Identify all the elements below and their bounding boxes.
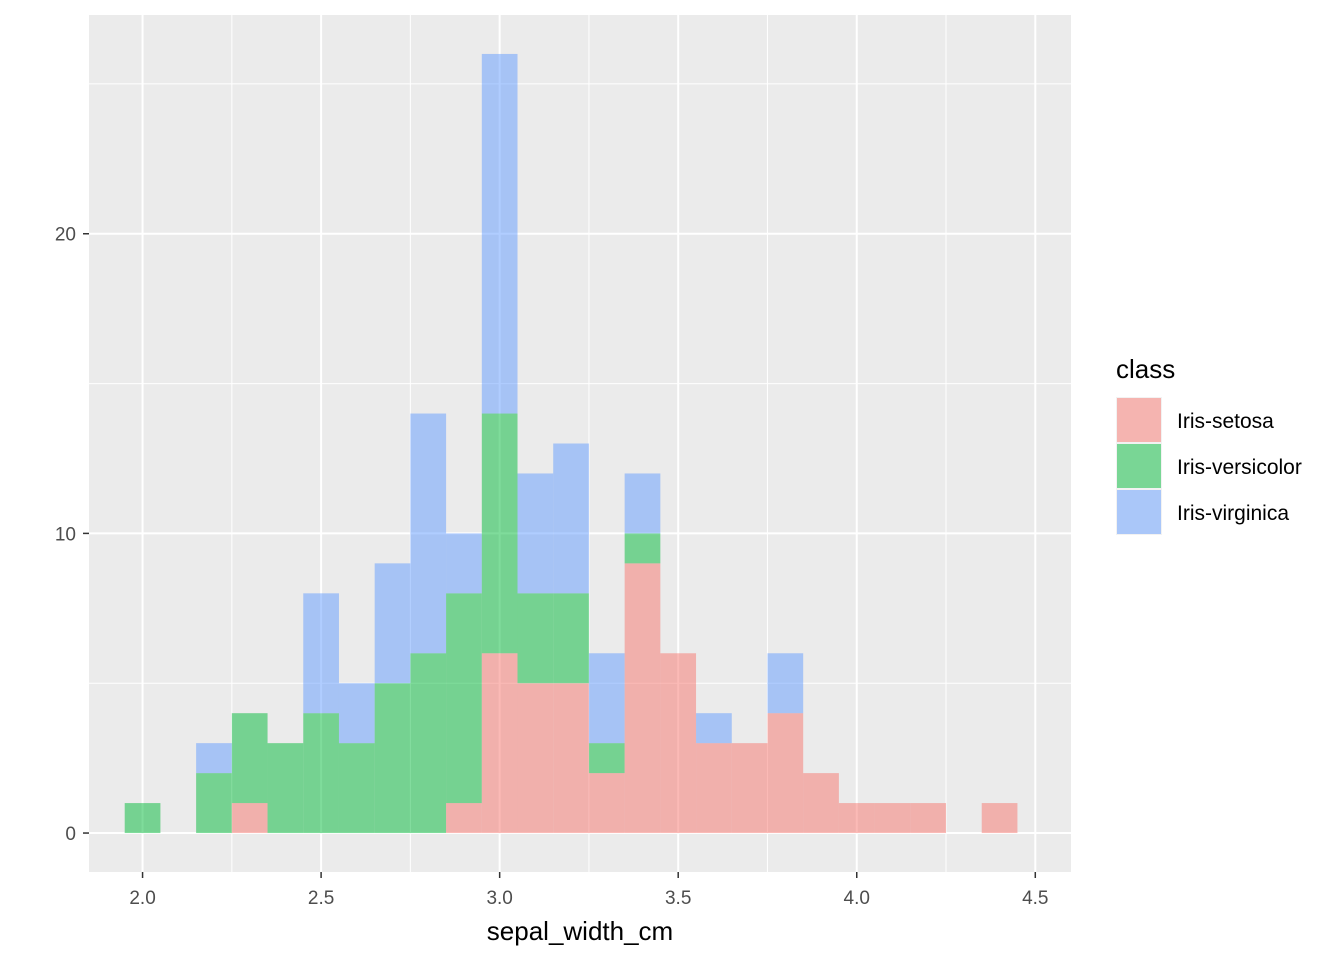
bar-iris-versicolor: [624, 533, 661, 564]
bar-iris-setosa: [517, 683, 554, 834]
bar-iris-setosa: [446, 803, 482, 834]
bar-iris-virginica: [696, 713, 732, 744]
bar-iris-versicolor: [196, 773, 232, 834]
bar-iris-virginica: [517, 473, 554, 594]
bar-iris-setosa: [588, 773, 625, 834]
legend-swatch: [1117, 444, 1161, 488]
x-tick-label: 4.5: [1022, 888, 1048, 909]
bar-iris-setosa: [874, 803, 911, 834]
bar-iris-setosa: [553, 683, 589, 834]
bar-iris-setosa: [624, 563, 661, 834]
legend-swatch: [1117, 398, 1161, 442]
legend-label: Iris-versicolor: [1177, 456, 1302, 479]
bar-iris-setosa: [803, 773, 839, 834]
bar-iris-setosa: [481, 653, 518, 834]
y-axis: 0 10 20: [55, 225, 89, 845]
bar-iris-versicolor: [588, 743, 625, 774]
bar-iris-versicolor: [267, 743, 304, 834]
bar-iris-versicolor: [517, 593, 554, 684]
bar-iris-virginica: [481, 53, 518, 414]
x-tick-label: 2.5: [308, 888, 334, 909]
bar-iris-virginica: [588, 653, 625, 744]
legend-swatch: [1117, 490, 1161, 534]
bar-iris-virginica: [196, 743, 232, 774]
bar-iris-virginica: [624, 473, 661, 534]
bar-iris-virginica: [374, 563, 411, 684]
bar-iris-setosa: [731, 743, 768, 834]
legend-title: class: [1116, 354, 1175, 384]
x-tick-label: 4.0: [844, 888, 870, 909]
bar-iris-virginica: [767, 653, 804, 714]
bar-iris-setosa: [660, 653, 697, 834]
bar-iris-versicolor: [374, 683, 411, 834]
y-tick-label: 10: [55, 524, 76, 545]
y-tick-label: 0: [65, 824, 76, 845]
legend-label: Iris-virginica: [1177, 502, 1289, 525]
bar-iris-virginica: [303, 593, 339, 714]
bar-iris-versicolor: [553, 593, 589, 684]
x-axis: 2.0 2.5 3.0 3.5 4.0 4.5: [129, 872, 1049, 909]
bar-iris-virginica: [553, 443, 589, 594]
legend: class Iris-setosa Iris-versicolor Iris-vir…: [1116, 354, 1302, 535]
legend-item: Iris-versicolor: [1116, 443, 1302, 489]
bar-iris-setosa: [910, 803, 947, 834]
x-axis-title: sepal_width_cm: [487, 916, 673, 946]
bar-iris-setosa: [231, 803, 268, 834]
bar-iris-setosa: [767, 713, 804, 834]
x-tick-label: 2.0: [129, 888, 155, 909]
bar-iris-versicolor: [338, 743, 375, 834]
bar-iris-virginica: [338, 683, 375, 744]
bar-iris-versicolor: [481, 413, 518, 654]
x-tick-label: 3.0: [486, 888, 512, 909]
histogram-bars: [124, 53, 1018, 834]
legend-label: Iris-setosa: [1177, 410, 1274, 433]
bar-iris-versicolor: [124, 803, 161, 834]
bar-iris-versicolor: [446, 593, 482, 804]
bar-iris-versicolor: [231, 713, 268, 804]
bar-iris-setosa: [696, 743, 732, 834]
bar-iris-setosa: [838, 803, 875, 834]
bar-iris-versicolor: [303, 713, 339, 834]
bar-iris-versicolor: [410, 653, 447, 834]
legend-items: Iris-setosa Iris-versicolor Iris-virginica: [1116, 397, 1302, 535]
x-tick-label: 3.5: [665, 888, 691, 909]
y-tick-label: 20: [55, 225, 76, 246]
legend-item: Iris-virginica: [1116, 489, 1289, 535]
bar-iris-virginica: [410, 413, 447, 654]
bar-iris-virginica: [446, 533, 482, 594]
bar-iris-setosa: [981, 803, 1018, 834]
legend-item: Iris-setosa: [1116, 397, 1274, 443]
